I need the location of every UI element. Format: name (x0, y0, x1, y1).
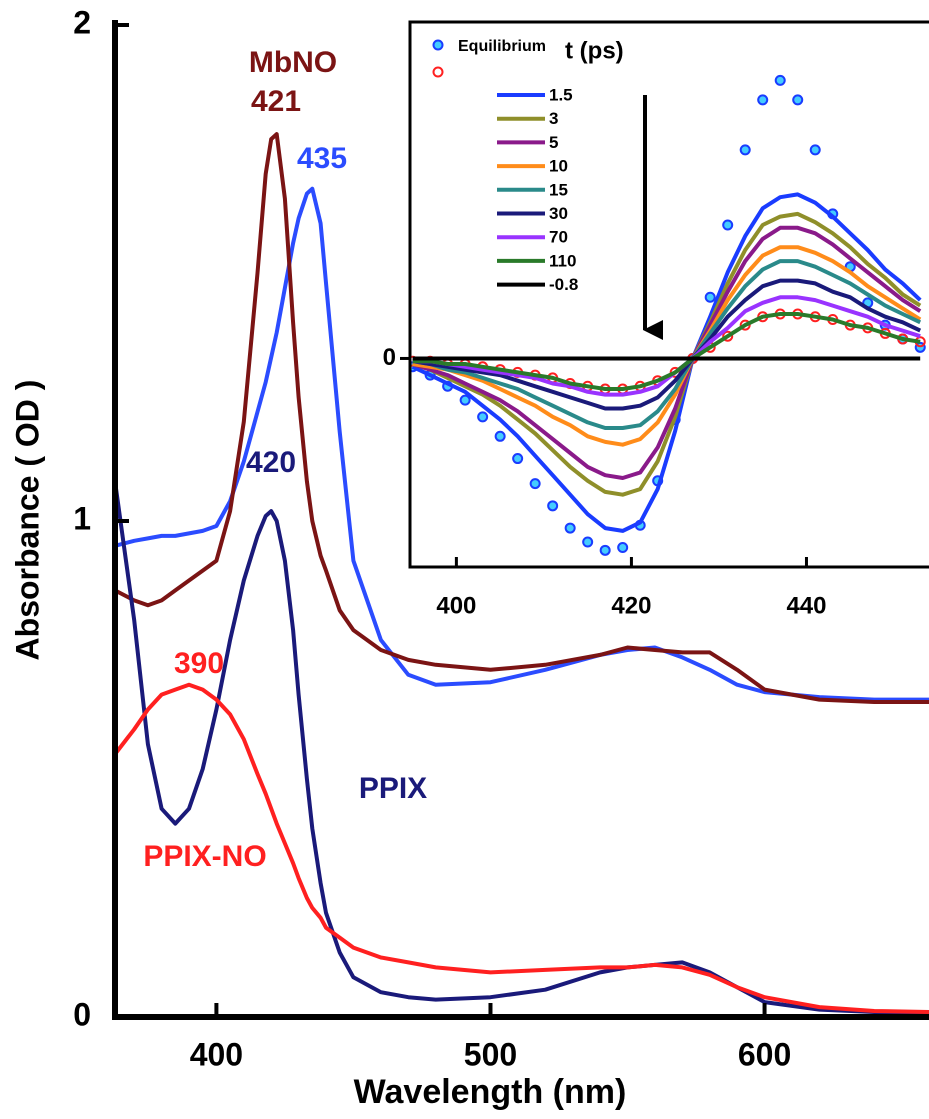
legend-marker (432, 39, 444, 51)
main-plot: 0 1 2 400 500 600 Wavelength (nm) Absorbance ( … (9, 4, 929, 1111)
legend-label: 30 (549, 204, 568, 223)
data-dot (809, 144, 821, 156)
data-dot (459, 394, 471, 406)
legend-label: -0.8 (549, 275, 578, 294)
data-dot (792, 94, 804, 106)
data-dot (564, 522, 576, 534)
data-dot (617, 542, 629, 554)
inset-border (408, 20, 929, 569)
data-line (412, 295, 921, 397)
y-tick-label: 2 (73, 4, 91, 40)
legend-label: 110 (549, 251, 576, 270)
x-tick-label: 500 (464, 1036, 517, 1072)
annotation: 435 (297, 142, 347, 175)
data-line (411, 211, 922, 497)
data-dot (512, 453, 524, 465)
inset-plot: 400 420 440 0 Equilibrium 1.5 3 5 10 15 30 70 110 -0.… (383, 20, 929, 619)
legend-marker (432, 66, 444, 78)
data-dot (704, 291, 716, 303)
data-dot (722, 219, 734, 231)
y-tick-label: 0 (73, 996, 91, 1032)
annotation: 420 (246, 446, 296, 479)
data-line (412, 312, 921, 391)
legend-label: 1.5 (549, 85, 573, 104)
data-line (412, 278, 922, 411)
data-dot (582, 536, 594, 548)
y-axis-label: Absorbance ( OD ) (9, 380, 45, 661)
annotation: PPIX-NO (143, 840, 266, 873)
x-tick-label: 400 (190, 1036, 243, 1072)
x-tick-label: 400 (436, 592, 476, 619)
annotation: 421 (251, 85, 301, 118)
data-line (411, 225, 922, 480)
x-tick-label: 600 (738, 1036, 791, 1072)
x-tick-label: 420 (611, 592, 651, 619)
annotation: PPIX (359, 772, 427, 805)
legend-label: 5 (549, 133, 558, 152)
inset-frame (410, 22, 929, 567)
data-line (412, 259, 922, 430)
data-line (115, 132, 929, 704)
data-dot (774, 74, 786, 86)
data-dot (547, 500, 559, 512)
legend-title: t (ps) (565, 37, 624, 64)
legend-label: Equilibrium (458, 38, 546, 55)
x-tick-label: 440 (786, 592, 826, 619)
data-dot (494, 430, 506, 442)
data-dot (599, 544, 611, 556)
data-line (412, 245, 922, 447)
annotation: MbNO (249, 46, 337, 79)
data-dot (477, 411, 489, 423)
legend-label: 10 (549, 157, 568, 176)
data-dot (529, 478, 541, 490)
data-dot (722, 330, 734, 342)
y-tick-label: 1 (73, 500, 91, 536)
data-line (411, 192, 922, 533)
y-tick-label: 0 (383, 344, 396, 371)
data-line (115, 481, 929, 1015)
data-dot (757, 94, 769, 106)
legend-label: 70 (549, 228, 568, 247)
legend-label: 3 (549, 109, 558, 128)
data-line (115, 186, 929, 702)
legend-label: 15 (549, 180, 568, 199)
x-axis-label: Wavelength (nm) (354, 1073, 627, 1111)
data-dot (739, 144, 751, 156)
annotation: 390 (174, 647, 224, 680)
data-line (115, 682, 929, 1014)
